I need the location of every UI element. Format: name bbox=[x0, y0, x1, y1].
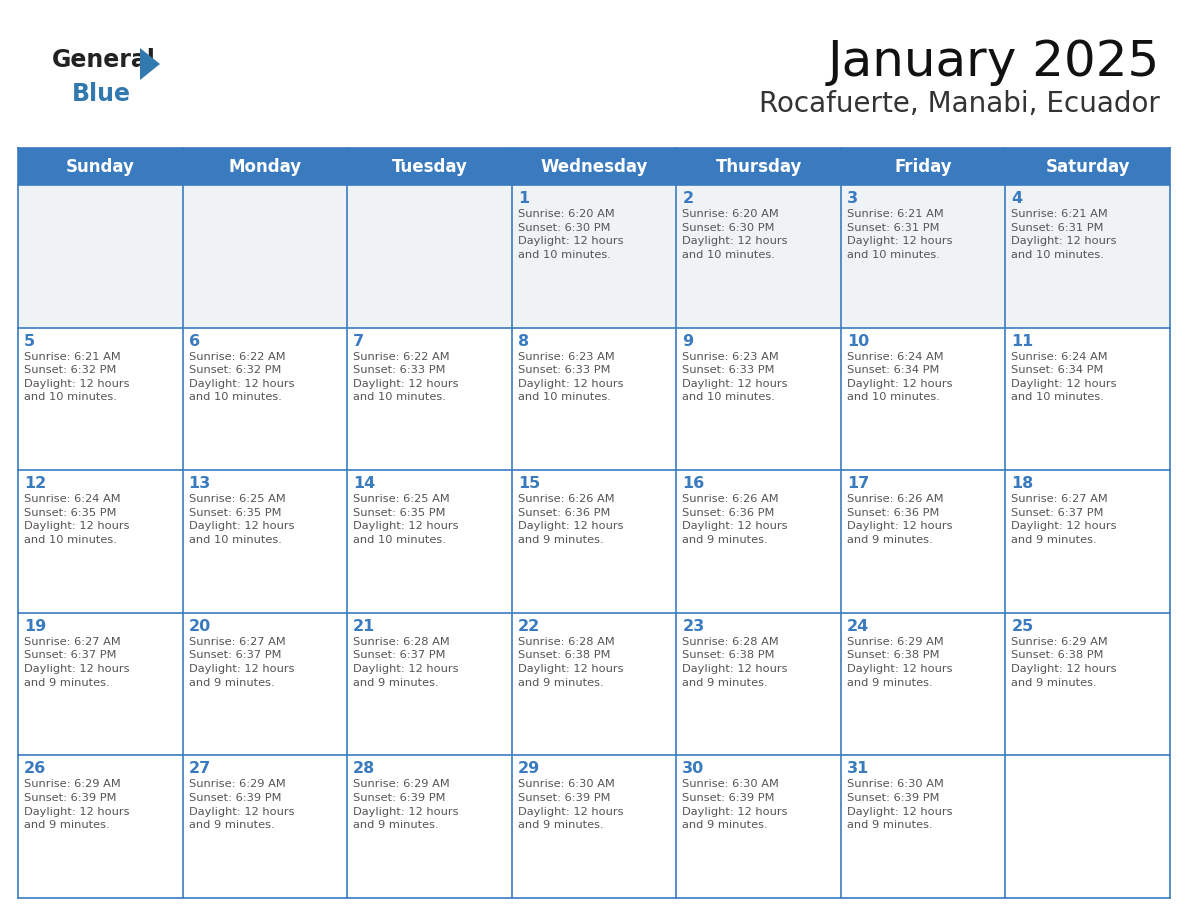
Text: 31: 31 bbox=[847, 761, 870, 777]
Text: 12: 12 bbox=[24, 476, 46, 491]
Text: Wednesday: Wednesday bbox=[541, 158, 647, 175]
Text: Sunrise: 6:28 AM
Sunset: 6:38 PM
Daylight: 12 hours
and 9 minutes.: Sunrise: 6:28 AM Sunset: 6:38 PM Dayligh… bbox=[518, 637, 624, 688]
Text: 14: 14 bbox=[353, 476, 375, 491]
Text: Sunrise: 6:30 AM
Sunset: 6:39 PM
Daylight: 12 hours
and 9 minutes.: Sunrise: 6:30 AM Sunset: 6:39 PM Dayligh… bbox=[518, 779, 624, 830]
Text: Sunrise: 6:21 AM
Sunset: 6:31 PM
Daylight: 12 hours
and 10 minutes.: Sunrise: 6:21 AM Sunset: 6:31 PM Dayligh… bbox=[1011, 209, 1117, 260]
Polygon shape bbox=[140, 48, 160, 80]
Text: Sunrise: 6:21 AM
Sunset: 6:31 PM
Daylight: 12 hours
and 10 minutes.: Sunrise: 6:21 AM Sunset: 6:31 PM Dayligh… bbox=[847, 209, 953, 260]
Text: Sunrise: 6:20 AM
Sunset: 6:30 PM
Daylight: 12 hours
and 10 minutes.: Sunrise: 6:20 AM Sunset: 6:30 PM Dayligh… bbox=[518, 209, 624, 260]
Text: 15: 15 bbox=[518, 476, 541, 491]
Text: Sunrise: 6:30 AM
Sunset: 6:39 PM
Daylight: 12 hours
and 9 minutes.: Sunrise: 6:30 AM Sunset: 6:39 PM Dayligh… bbox=[847, 779, 953, 830]
Text: Sunrise: 6:28 AM
Sunset: 6:37 PM
Daylight: 12 hours
and 9 minutes.: Sunrise: 6:28 AM Sunset: 6:37 PM Dayligh… bbox=[353, 637, 459, 688]
Text: Sunrise: 6:29 AM
Sunset: 6:38 PM
Daylight: 12 hours
and 9 minutes.: Sunrise: 6:29 AM Sunset: 6:38 PM Dayligh… bbox=[1011, 637, 1117, 688]
Text: 4: 4 bbox=[1011, 191, 1023, 206]
Text: Sunrise: 6:29 AM
Sunset: 6:39 PM
Daylight: 12 hours
and 9 minutes.: Sunrise: 6:29 AM Sunset: 6:39 PM Dayligh… bbox=[24, 779, 129, 830]
Text: Sunrise: 6:20 AM
Sunset: 6:30 PM
Daylight: 12 hours
and 10 minutes.: Sunrise: 6:20 AM Sunset: 6:30 PM Dayligh… bbox=[682, 209, 788, 260]
Text: January 2025: January 2025 bbox=[828, 38, 1159, 86]
Text: 17: 17 bbox=[847, 476, 870, 491]
Text: 20: 20 bbox=[189, 619, 210, 633]
Text: 5: 5 bbox=[24, 333, 36, 349]
Text: 11: 11 bbox=[1011, 333, 1034, 349]
Text: 16: 16 bbox=[682, 476, 704, 491]
Text: 24: 24 bbox=[847, 619, 870, 633]
Text: Sunrise: 6:24 AM
Sunset: 6:35 PM
Daylight: 12 hours
and 10 minutes.: Sunrise: 6:24 AM Sunset: 6:35 PM Dayligh… bbox=[24, 494, 129, 545]
Text: 30: 30 bbox=[682, 761, 704, 777]
Text: 22: 22 bbox=[518, 619, 541, 633]
Text: Sunrise: 6:26 AM
Sunset: 6:36 PM
Daylight: 12 hours
and 9 minutes.: Sunrise: 6:26 AM Sunset: 6:36 PM Dayligh… bbox=[518, 494, 624, 545]
Text: Sunrise: 6:24 AM
Sunset: 6:34 PM
Daylight: 12 hours
and 10 minutes.: Sunrise: 6:24 AM Sunset: 6:34 PM Dayligh… bbox=[1011, 352, 1117, 402]
Text: 18: 18 bbox=[1011, 476, 1034, 491]
Text: 6: 6 bbox=[189, 333, 200, 349]
Text: Sunrise: 6:27 AM
Sunset: 6:37 PM
Daylight: 12 hours
and 9 minutes.: Sunrise: 6:27 AM Sunset: 6:37 PM Dayligh… bbox=[189, 637, 295, 688]
Text: 13: 13 bbox=[189, 476, 210, 491]
Text: Sunrise: 6:27 AM
Sunset: 6:37 PM
Daylight: 12 hours
and 9 minutes.: Sunrise: 6:27 AM Sunset: 6:37 PM Dayligh… bbox=[24, 637, 129, 688]
Text: Sunrise: 6:29 AM
Sunset: 6:38 PM
Daylight: 12 hours
and 9 minutes.: Sunrise: 6:29 AM Sunset: 6:38 PM Dayligh… bbox=[847, 637, 953, 688]
Text: General: General bbox=[52, 48, 156, 72]
Bar bbox=[18, 185, 1170, 328]
Text: Sunrise: 6:27 AM
Sunset: 6:37 PM
Daylight: 12 hours
and 9 minutes.: Sunrise: 6:27 AM Sunset: 6:37 PM Dayligh… bbox=[1011, 494, 1117, 545]
Text: Tuesday: Tuesday bbox=[392, 158, 467, 175]
Text: 7: 7 bbox=[353, 333, 365, 349]
Text: Sunrise: 6:26 AM
Sunset: 6:36 PM
Daylight: 12 hours
and 9 minutes.: Sunrise: 6:26 AM Sunset: 6:36 PM Dayligh… bbox=[847, 494, 953, 545]
Text: Sunrise: 6:23 AM
Sunset: 6:33 PM
Daylight: 12 hours
and 10 minutes.: Sunrise: 6:23 AM Sunset: 6:33 PM Dayligh… bbox=[518, 352, 624, 402]
Text: Sunrise: 6:30 AM
Sunset: 6:39 PM
Daylight: 12 hours
and 9 minutes.: Sunrise: 6:30 AM Sunset: 6:39 PM Dayligh… bbox=[682, 779, 788, 830]
Text: 26: 26 bbox=[24, 761, 46, 777]
Bar bbox=[18, 148, 1170, 185]
Text: 25: 25 bbox=[1011, 619, 1034, 633]
Text: 19: 19 bbox=[24, 619, 46, 633]
Text: 27: 27 bbox=[189, 761, 210, 777]
Text: 8: 8 bbox=[518, 333, 529, 349]
Text: Sunrise: 6:21 AM
Sunset: 6:32 PM
Daylight: 12 hours
and 10 minutes.: Sunrise: 6:21 AM Sunset: 6:32 PM Dayligh… bbox=[24, 352, 129, 402]
Text: Sunrise: 6:29 AM
Sunset: 6:39 PM
Daylight: 12 hours
and 9 minutes.: Sunrise: 6:29 AM Sunset: 6:39 PM Dayligh… bbox=[353, 779, 459, 830]
Text: Sunrise: 6:22 AM
Sunset: 6:32 PM
Daylight: 12 hours
and 10 minutes.: Sunrise: 6:22 AM Sunset: 6:32 PM Dayligh… bbox=[189, 352, 295, 402]
Text: 1: 1 bbox=[518, 191, 529, 206]
Text: Sunrise: 6:25 AM
Sunset: 6:35 PM
Daylight: 12 hours
and 10 minutes.: Sunrise: 6:25 AM Sunset: 6:35 PM Dayligh… bbox=[353, 494, 459, 545]
Text: 9: 9 bbox=[682, 333, 694, 349]
Text: 10: 10 bbox=[847, 333, 870, 349]
Text: Thursday: Thursday bbox=[715, 158, 802, 175]
Text: Friday: Friday bbox=[895, 158, 952, 175]
Text: Sunrise: 6:22 AM
Sunset: 6:33 PM
Daylight: 12 hours
and 10 minutes.: Sunrise: 6:22 AM Sunset: 6:33 PM Dayligh… bbox=[353, 352, 459, 402]
Text: Sunrise: 6:29 AM
Sunset: 6:39 PM
Daylight: 12 hours
and 9 minutes.: Sunrise: 6:29 AM Sunset: 6:39 PM Dayligh… bbox=[189, 779, 295, 830]
Text: 21: 21 bbox=[353, 619, 375, 633]
Text: Sunday: Sunday bbox=[65, 158, 134, 175]
Text: 3: 3 bbox=[847, 191, 858, 206]
Text: 28: 28 bbox=[353, 761, 375, 777]
Text: Sunrise: 6:24 AM
Sunset: 6:34 PM
Daylight: 12 hours
and 10 minutes.: Sunrise: 6:24 AM Sunset: 6:34 PM Dayligh… bbox=[847, 352, 953, 402]
Text: Sunrise: 6:26 AM
Sunset: 6:36 PM
Daylight: 12 hours
and 9 minutes.: Sunrise: 6:26 AM Sunset: 6:36 PM Dayligh… bbox=[682, 494, 788, 545]
Text: Rocafuerte, Manabi, Ecuador: Rocafuerte, Manabi, Ecuador bbox=[759, 90, 1159, 118]
Text: Sunrise: 6:25 AM
Sunset: 6:35 PM
Daylight: 12 hours
and 10 minutes.: Sunrise: 6:25 AM Sunset: 6:35 PM Dayligh… bbox=[189, 494, 295, 545]
Text: Saturday: Saturday bbox=[1045, 158, 1130, 175]
Text: 29: 29 bbox=[518, 761, 541, 777]
Text: Sunrise: 6:23 AM
Sunset: 6:33 PM
Daylight: 12 hours
and 10 minutes.: Sunrise: 6:23 AM Sunset: 6:33 PM Dayligh… bbox=[682, 352, 788, 402]
Text: 23: 23 bbox=[682, 619, 704, 633]
Text: Monday: Monday bbox=[228, 158, 302, 175]
Text: 2: 2 bbox=[682, 191, 694, 206]
Text: Sunrise: 6:28 AM
Sunset: 6:38 PM
Daylight: 12 hours
and 9 minutes.: Sunrise: 6:28 AM Sunset: 6:38 PM Dayligh… bbox=[682, 637, 788, 688]
Text: Blue: Blue bbox=[72, 82, 131, 106]
